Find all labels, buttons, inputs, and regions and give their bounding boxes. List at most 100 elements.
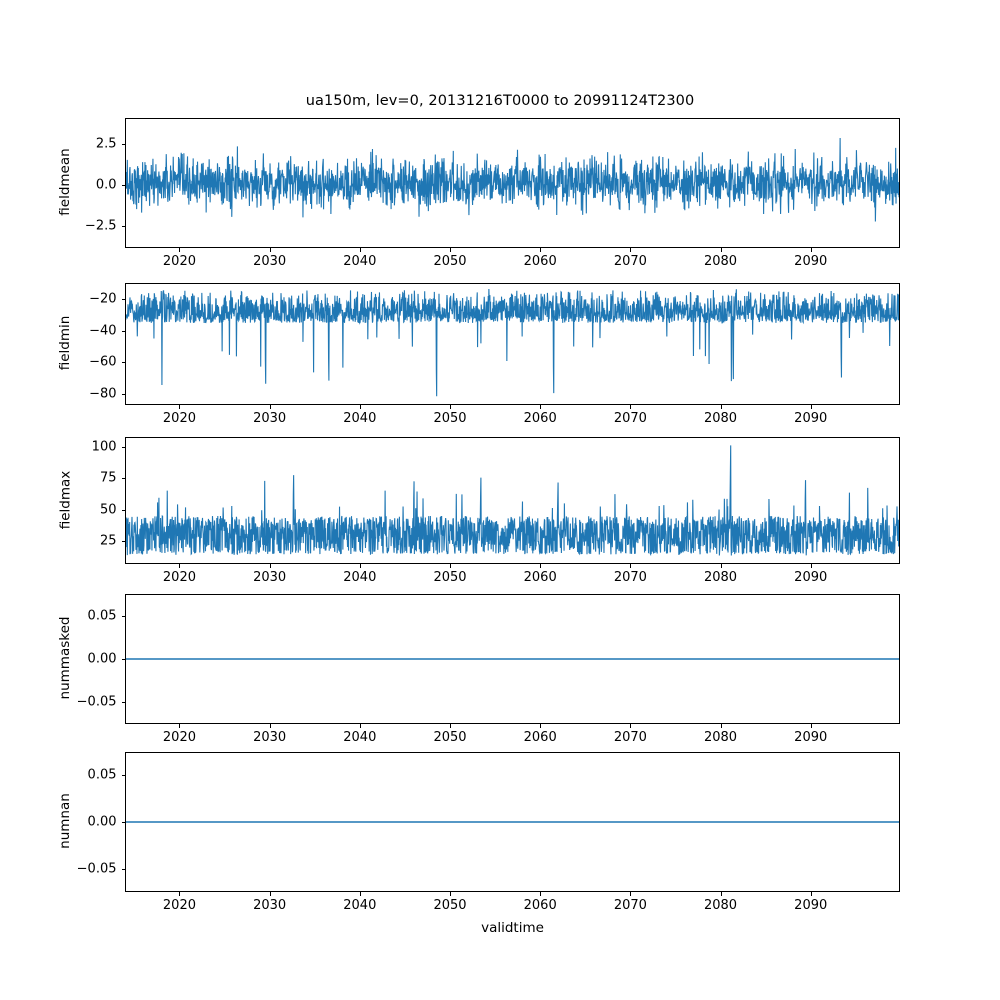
x-tick-mark	[179, 564, 181, 568]
y-tick-mark	[121, 775, 125, 777]
y-tick-label: 100	[91, 439, 117, 455]
x-tick-label: 2090	[794, 898, 828, 913]
x-tick-mark	[810, 724, 812, 728]
y-axis-label-fieldmin: fieldmin	[57, 315, 73, 371]
x-tick-label: 2090	[794, 254, 828, 269]
y-tick-mark	[121, 509, 125, 511]
x-tick-mark	[630, 248, 632, 252]
x-tick-mark	[720, 405, 722, 409]
x-tick-label: 2050	[433, 898, 467, 913]
x-tick-label: 2060	[523, 898, 557, 913]
series-line-fieldmean	[126, 138, 899, 221]
series-line-fieldmin	[126, 289, 899, 396]
y-tick-mark	[121, 868, 125, 870]
x-tick-label: 2060	[523, 411, 557, 426]
subplot-fieldmean	[125, 118, 900, 248]
x-tick-mark	[630, 405, 632, 409]
y-tick-mark	[121, 447, 125, 449]
x-tick-label: 2070	[613, 254, 647, 269]
plot-area-numnan	[126, 753, 899, 891]
y-tick-label: 0.0	[95, 177, 117, 193]
x-tick-mark	[450, 892, 451, 896]
y-tick-label: −80	[89, 386, 117, 402]
x-tick-label: 2030	[253, 898, 287, 913]
plot-area-fieldmax	[126, 438, 899, 563]
y-tick-label: −0.05	[76, 694, 117, 710]
y-tick-mark	[121, 702, 125, 704]
y-tick-mark	[121, 184, 125, 186]
y-tick-label: 25	[99, 533, 117, 549]
y-tick-label: −40	[89, 323, 117, 339]
x-tick-label: 2040	[343, 730, 377, 745]
x-tick-mark	[179, 724, 181, 728]
subplot-fieldmax	[125, 437, 900, 564]
x-tick-label: 2090	[794, 730, 828, 745]
y-tick-label: 0.05	[87, 608, 117, 624]
x-tick-label: 2030	[253, 730, 287, 745]
x-tick-mark	[179, 248, 181, 252]
x-tick-mark	[810, 405, 812, 409]
x-tick-label: 2080	[703, 898, 738, 913]
x-tick-mark	[630, 892, 632, 896]
y-tick-mark	[121, 615, 125, 617]
x-tick-mark	[179, 405, 181, 409]
y-tick-label: 50	[99, 502, 117, 518]
x-tick-label: 2020	[162, 898, 196, 913]
x-tick-mark	[359, 405, 361, 409]
x-tick-mark	[540, 892, 542, 896]
plot-area-fieldmean	[126, 119, 899, 247]
y-tick-mark	[121, 225, 125, 227]
x-tick-mark	[630, 564, 632, 568]
x-tick-mark	[810, 892, 812, 896]
x-tick-label: 2070	[613, 730, 647, 745]
x-tick-label: 2070	[613, 570, 647, 585]
x-tick-label: 2080	[703, 411, 738, 426]
y-axis-label-fieldmean: fieldmean	[57, 148, 73, 216]
y-tick-label: 2.5	[95, 136, 117, 151]
y-axis-label-numnan: numnan	[57, 793, 73, 849]
y-axis-label-fieldmax: fieldmax	[57, 470, 73, 529]
y-tick-mark	[121, 541, 125, 543]
y-tick-mark	[121, 298, 125, 300]
y-tick-mark	[121, 478, 125, 480]
x-tick-label: 2060	[523, 254, 557, 269]
y-tick-label: −60	[89, 354, 117, 370]
x-tick-mark	[269, 564, 271, 568]
x-tick-mark	[269, 724, 271, 728]
y-tick-mark	[121, 822, 125, 823]
x-tick-mark	[720, 564, 722, 568]
x-tick-mark	[450, 564, 451, 568]
x-tick-mark	[720, 724, 722, 728]
subplot-fieldmin	[125, 283, 900, 405]
x-tick-label: 2040	[343, 411, 377, 426]
y-tick-label: 0.00	[87, 651, 117, 667]
y-tick-mark	[121, 393, 125, 395]
x-tick-mark	[540, 724, 542, 728]
y-tick-label: −20	[89, 291, 117, 307]
x-tick-mark	[450, 724, 451, 728]
x-tick-label: 2030	[253, 411, 287, 426]
x-tick-mark	[269, 248, 271, 252]
x-tick-mark	[269, 892, 271, 896]
x-tick-mark	[450, 405, 451, 409]
x-tick-mark	[810, 248, 812, 252]
plot-area-nummasked	[126, 595, 899, 723]
y-axis-label-nummasked: nummasked	[57, 616, 73, 700]
plot-area-fieldmin	[126, 284, 899, 404]
x-tick-mark	[359, 248, 361, 252]
x-tick-label: 2050	[433, 570, 467, 585]
x-tick-label: 2060	[523, 730, 557, 745]
x-tick-label: 2030	[253, 570, 287, 585]
y-tick-mark	[121, 330, 125, 332]
y-tick-label: −0.05	[76, 861, 117, 877]
y-tick-mark	[121, 659, 125, 660]
y-tick-label: −2.5	[84, 218, 117, 234]
x-tick-label: 2080	[703, 570, 738, 585]
y-tick-label: 75	[99, 470, 117, 486]
x-tick-mark	[269, 405, 271, 409]
x-tick-label: 2080	[703, 730, 738, 745]
x-tick-mark	[630, 724, 632, 728]
x-tick-label: 2030	[253, 254, 287, 269]
x-tick-label: 2020	[162, 570, 196, 585]
x-tick-mark	[540, 564, 542, 568]
